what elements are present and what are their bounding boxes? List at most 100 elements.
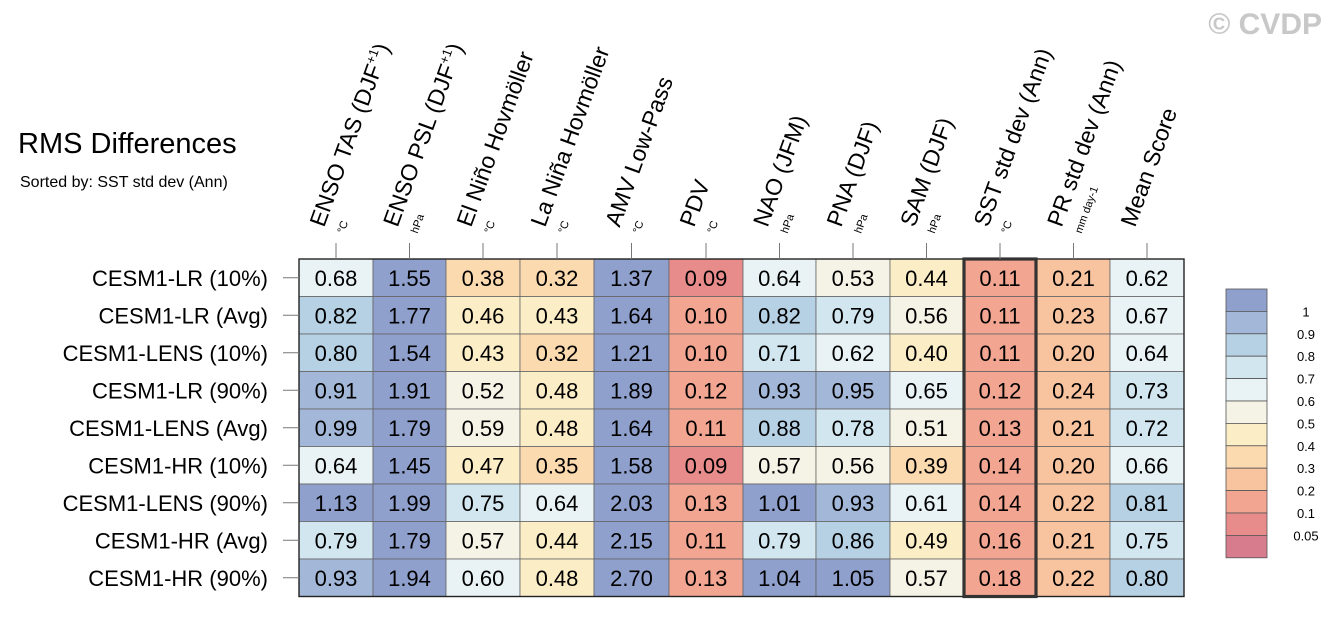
cell-value: 1.04 (758, 566, 801, 591)
colorbar-segment (1225, 422, 1268, 447)
heatmap-cell (593, 408, 670, 447)
heatmap-cell (593, 296, 670, 335)
cell-value: 0.99 (315, 416, 358, 441)
column-unit: °C (1000, 219, 1016, 235)
heatmap-cell (1109, 521, 1185, 560)
column-label: AMV Low-Pass (600, 73, 678, 230)
heatmap-cell (668, 333, 744, 372)
cell-value: 0.88 (758, 416, 801, 441)
cell-value: 2.15 (610, 528, 653, 553)
cell-value: 0.46 (462, 303, 505, 328)
heatmap-cell (1036, 371, 1111, 410)
colorbar-label: 0.9 (1297, 327, 1315, 342)
heatmap-cell (1036, 483, 1111, 522)
colorbar-segment (1225, 288, 1268, 312)
heatmap-cell (372, 258, 447, 297)
heatmap-cell (593, 558, 670, 597)
heatmap-cell (445, 371, 521, 410)
column-label: Mean Score (1115, 104, 1182, 229)
column-unit: °C (631, 219, 647, 235)
cell-value: 1.77 (388, 303, 431, 328)
cell-value: 0.44 (905, 266, 948, 291)
heatmap-cell (889, 296, 964, 335)
cell-value: 0.75 (462, 491, 505, 516)
cell-value: 0.60 (462, 566, 505, 591)
cell-value: 1.05 (832, 566, 875, 591)
colorbar-label: 0.05 (1293, 528, 1318, 543)
heatmap-cell (742, 446, 817, 485)
row-label: CESM1-LENS (10%) (63, 341, 268, 366)
heatmap-cell (445, 558, 521, 597)
cell-value: 0.95 (832, 378, 875, 403)
column-label: ENSO TAS (DJF+1) (304, 40, 394, 230)
cell-value: 0.72 (1126, 416, 1169, 441)
column-label: NAO (JFM) (748, 112, 812, 230)
cell-value: 1.01 (758, 491, 801, 516)
cell-value: 0.80 (1126, 566, 1169, 591)
cell-value: 0.79 (832, 303, 875, 328)
heatmap-cell (298, 371, 374, 410)
heatmap-cell (668, 558, 744, 597)
cell-value: 0.64 (758, 266, 801, 291)
cell-value: 0.13 (685, 491, 728, 516)
cell-value: 0.21 (1052, 266, 1095, 291)
cell-value: 0.16 (979, 528, 1022, 553)
cell-value: 0.09 (685, 266, 728, 291)
heatmap-cell (1109, 483, 1185, 522)
cell-value: 0.11 (685, 416, 726, 441)
heatmap-cell (519, 408, 595, 447)
cell-value: 1.91 (388, 378, 431, 403)
cell-value: 1.54 (388, 341, 431, 366)
colorbar-label: 1 (1302, 304, 1309, 319)
cell-value: 0.40 (905, 341, 948, 366)
column-unit: hPa (409, 212, 427, 235)
column-label: ENSO PSL (DJF+1) (378, 40, 468, 230)
cell-value: 0.52 (462, 378, 505, 403)
heatmap-cell (889, 483, 964, 522)
cell-value: 1.79 (388, 416, 431, 441)
column-label: SAM (DJF) (895, 114, 958, 230)
column-unit: °C (336, 219, 352, 235)
cell-value: 0.10 (685, 303, 728, 328)
heatmap-cell (815, 408, 891, 447)
cell-value: 0.44 (536, 528, 579, 553)
cell-value: 1.21 (610, 341, 653, 366)
heatmap-cell (668, 371, 744, 410)
row-label: CESM1-HR (90%) (88, 566, 268, 591)
cell-value: 0.35 (536, 453, 579, 478)
colorbar-segment (1225, 467, 1268, 492)
colorbar-segment (1225, 535, 1268, 559)
cell-value: 0.14 (979, 453, 1022, 478)
cell-value: 0.21 (1052, 528, 1095, 553)
heatmap-cell (1109, 408, 1185, 447)
cell-value: 0.18 (979, 566, 1022, 591)
colorbar-label: 0.1 (1297, 506, 1315, 521)
heatmap-cell (742, 371, 817, 410)
cell-value: 0.13 (979, 416, 1022, 441)
cell-value: 0.67 (1126, 303, 1169, 328)
heatmap-cell (298, 333, 374, 372)
heatmap-cell (1036, 446, 1111, 485)
cell-value: 0.11 (685, 528, 726, 553)
heatmap-cell (1036, 521, 1111, 560)
colorbar-label: 0.6 (1297, 394, 1315, 409)
heatmap-cell (298, 558, 374, 597)
cell-value: 0.61 (905, 491, 948, 516)
colorbar-segment (1225, 355, 1268, 380)
heatmap-cell (519, 483, 595, 522)
cell-value: 1.94 (388, 566, 431, 591)
cell-value: 0.20 (1052, 453, 1095, 478)
cell-value: 0.51 (905, 416, 948, 441)
heatmap-cell (889, 521, 964, 560)
cell-value: 1.99 (388, 491, 431, 516)
colorbar-segment (1225, 512, 1268, 536)
heatmap-cell (1109, 258, 1185, 297)
cell-value: 1.64 (610, 416, 653, 441)
heatmap-cell (668, 408, 744, 447)
heatmap-cell (815, 521, 891, 560)
heatmap-cell (889, 446, 964, 485)
heatmap-cell (668, 296, 744, 335)
cell-value: 0.48 (536, 416, 579, 441)
cell-value: 0.73 (1126, 378, 1169, 403)
